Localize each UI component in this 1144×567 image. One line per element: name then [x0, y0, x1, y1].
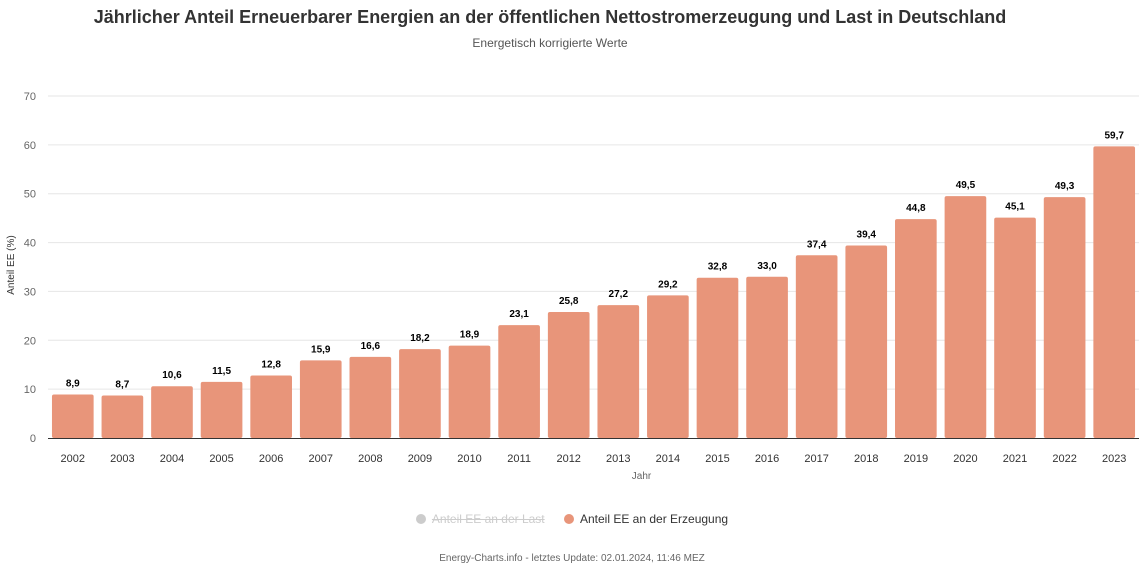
x-tick-label: 2009	[408, 453, 432, 465]
bar[interactable]	[200, 381, 243, 438]
bar[interactable]	[895, 219, 937, 438]
data-label: 44,8	[906, 203, 926, 214]
bar[interactable]	[448, 345, 491, 438]
bar[interactable]	[498, 325, 540, 438]
x-tick-label: 2019	[904, 453, 928, 465]
legend-label-erzeugung: Anteil EE an der Erzeugung	[579, 512, 729, 526]
bar[interactable]	[349, 356, 392, 438]
y-tick-label: 40	[24, 238, 36, 250]
data-label: 49,3	[1055, 181, 1075, 192]
y-tick-label: 0	[30, 433, 36, 445]
x-tick-label: 2017	[804, 453, 828, 465]
data-label: 10,6	[162, 370, 182, 381]
x-axis-title: Jahr	[632, 471, 652, 482]
data-label: 15,9	[311, 344, 331, 355]
data-label: 37,4	[807, 239, 827, 250]
x-tick-label: 2005	[209, 453, 233, 465]
chart-canvas: 0 10 20 30 40 50 60 70 8,9 2002 8,7 2003 10,6 2004 11,…	[6, 91, 1139, 482]
bar[interactable]	[845, 245, 888, 438]
x-tick-label: 2016	[755, 453, 779, 465]
bar[interactable]	[151, 386, 193, 438]
bar[interactable]	[746, 276, 788, 438]
y-axis-title: Anteil EE (%)	[6, 235, 17, 294]
data-label: 16,6	[361, 341, 381, 352]
bar[interactable]	[696, 277, 739, 438]
bar[interactable]	[1093, 146, 1136, 438]
data-label: 8,9	[66, 379, 80, 390]
bar[interactable]	[994, 217, 1036, 438]
y-tick-label: 30	[24, 286, 36, 298]
data-label: 33,0	[757, 261, 777, 272]
x-tick-label: 2012	[556, 453, 580, 465]
data-label: 25,8	[559, 296, 579, 307]
x-tick-label: 2015	[705, 453, 729, 465]
x-tick-label: 2004	[160, 453, 184, 465]
x-tick-label: 2010	[457, 453, 481, 465]
data-label: 39,4	[857, 230, 877, 241]
x-tick-label: 2023	[1102, 453, 1126, 465]
bar[interactable]	[1043, 197, 1086, 438]
chart-legend: Anteil EE an der Last Anteil EE an der E…	[0, 512, 1144, 527]
x-tick-label: 2021	[1003, 453, 1027, 465]
bar[interactable]	[101, 395, 144, 438]
bar[interactable]	[647, 295, 689, 438]
bar[interactable]	[399, 349, 441, 438]
chart-subtitle: Energetisch korrigierte Werte	[472, 36, 628, 50]
legend-dot-erzeugung	[563, 514, 574, 524]
chart-title: Jährlicher Anteil Erneuerbarer Energien …	[93, 7, 1007, 27]
y-tick-label: 70	[24, 91, 36, 103]
data-label: 29,2	[658, 279, 678, 290]
legend-item-last[interactable]: Anteil EE an der Last	[415, 512, 545, 526]
bar[interactable]	[299, 360, 342, 438]
bar[interactable]	[547, 311, 590, 438]
bar[interactable]	[944, 196, 987, 438]
y-tick-label: 20	[24, 335, 36, 347]
x-tick-label: 2002	[61, 453, 85, 465]
data-label: 23,1	[509, 309, 529, 320]
legend-label-last: Anteil EE an der Last	[431, 512, 545, 526]
x-tick-label: 2022	[1052, 453, 1076, 465]
x-tick-label: 2020	[953, 453, 977, 465]
x-tick-label: 2003	[110, 453, 134, 465]
x-tick-label: 2008	[358, 453, 382, 465]
bar[interactable]	[51, 394, 94, 438]
data-label: 18,9	[460, 330, 480, 341]
data-label: 8,7	[115, 379, 129, 390]
y-tick-label: 60	[24, 140, 36, 152]
data-label: 32,8	[708, 262, 728, 273]
x-tick-label: 2007	[309, 453, 333, 465]
bar[interactable]	[597, 305, 640, 438]
x-tick-label: 2006	[259, 453, 283, 465]
x-tick-label: 2014	[656, 453, 680, 465]
x-tick-label: 2018	[854, 453, 878, 465]
data-label: 11,5	[212, 366, 231, 377]
bar[interactable]	[795, 255, 838, 438]
footer-credits[interactable]: Energy-Charts.info - letztes Update: 02.…	[439, 553, 705, 564]
data-label: 27,2	[609, 289, 629, 300]
x-tick-label: 2013	[606, 453, 630, 465]
y-tick-label: 10	[24, 384, 36, 396]
data-label: 49,5	[956, 180, 976, 191]
data-label: 59,7	[1104, 130, 1124, 141]
y-tick-label: 50	[24, 189, 36, 201]
data-label: 12,8	[261, 359, 281, 370]
data-label: 18,2	[410, 333, 430, 344]
data-label: 45,1	[1005, 202, 1025, 213]
legend-item-erzeugung[interactable]: Anteil EE an der Erzeugung	[563, 512, 729, 526]
legend-dot-last	[415, 514, 426, 524]
x-tick-label: 2011	[507, 453, 531, 465]
bar[interactable]	[250, 375, 292, 438]
